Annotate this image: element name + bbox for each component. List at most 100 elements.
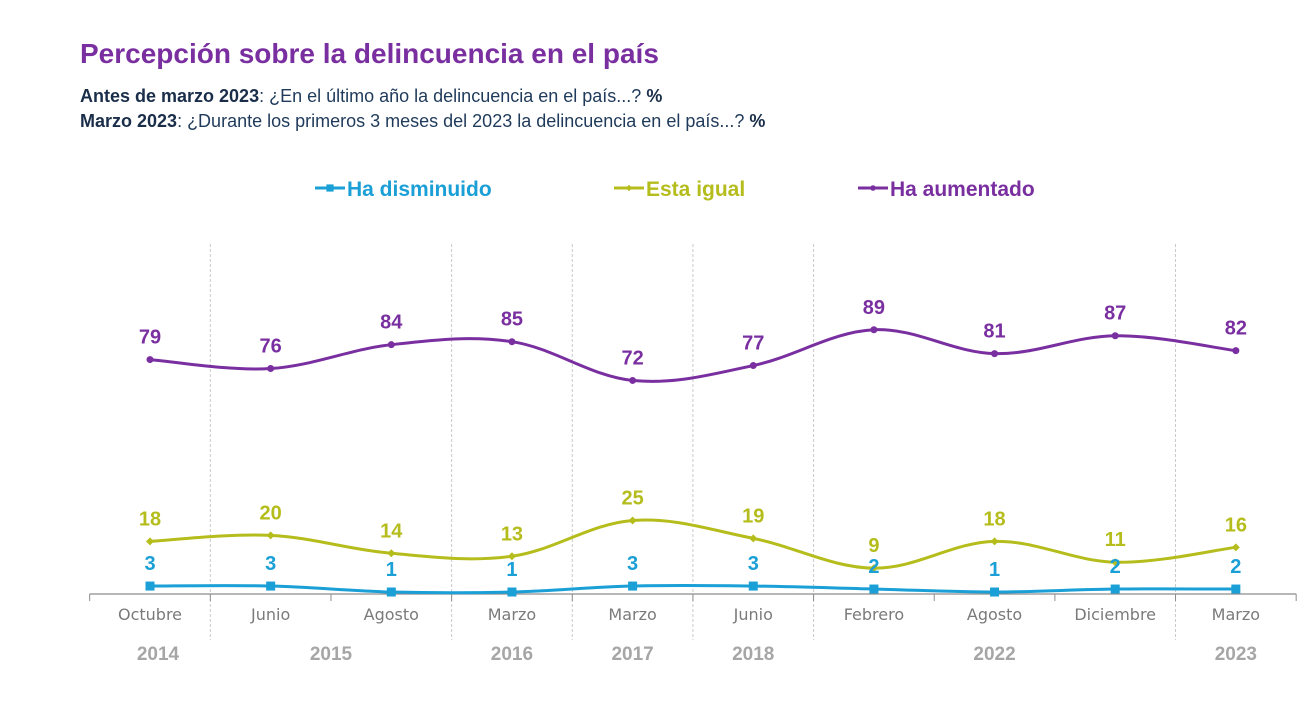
data-label-ha-aumentado: 79 [139, 327, 161, 349]
data-point-ha-disminuido [869, 584, 879, 594]
data-point-ha-disminuido [990, 587, 1000, 597]
data-point-ha-disminuido [1110, 584, 1120, 594]
data-label-ha-aumentado: 87 [1104, 303, 1126, 325]
data-point-esta-igual [387, 549, 396, 558]
data-point-esta-igual [507, 552, 516, 561]
data-label-esta-igual: 11 [1105, 529, 1126, 551]
data-label-ha-disminuido: 2 [1230, 556, 1241, 578]
x-tick-label-junio: Junio [733, 605, 773, 624]
data-label-ha-disminuido: 3 [627, 553, 638, 575]
subtitle-before-march-2023: Antes de marzo 2023: ¿En el último año l… [80, 86, 662, 107]
data-label-esta-igual: 16 [1225, 514, 1247, 536]
data-label-ha-aumentado: 85 [501, 309, 523, 331]
data-point-ha-disminuido [748, 581, 758, 591]
year-label-2016: 2016 [491, 644, 533, 665]
data-point-ha-aumentado [387, 341, 395, 349]
x-tick-label-marzo: Marzo [608, 605, 656, 624]
data-label-ha-aumentado: 89 [863, 297, 885, 319]
data-point-ha-disminuido [266, 581, 276, 591]
data-label-esta-igual: 14 [380, 520, 403, 542]
data-label-ha-aumentado: 72 [621, 347, 643, 369]
data-label-ha-disminuido: 3 [144, 553, 155, 575]
data-point-esta-igual [266, 531, 275, 540]
data-label-esta-igual: 9 [868, 535, 879, 557]
data-point-ha-aumentado [1232, 347, 1240, 355]
data-label-ha-disminuido: 3 [748, 553, 759, 575]
data-label-ha-disminuido: 1 [989, 559, 1000, 581]
legend-label-ha-disminuido: Ha disminuido [347, 178, 492, 201]
x-axis: Octubre Junio Agosto Marzo Marzo Junio Febrero… [89, 593, 1297, 665]
legend-label-ha-aumentado: Ha aumentado [890, 178, 1035, 201]
data-labels: 3 3 1 1 3 3 2 1 2 2 18 20 14 13 25 19 9 1 81 1 16 79 76 84 85 72 7… [139, 297, 1247, 581]
year-label-2015: 2015 [310, 644, 353, 665]
legend-marker-ha-disminuido-icon [326, 184, 334, 192]
subtitle-march-2023: Marzo 2023: ¿Durante los primeros 3 mese… [80, 111, 765, 132]
data-label-esta-igual: 18 [983, 508, 1005, 530]
data-label-ha-aumentado: 82 [1225, 318, 1247, 340]
chart-title: Percepción sobre la delincuencia en el p… [80, 38, 659, 69]
year-label-2023: 2023 [1215, 644, 1257, 665]
data-point-ha-disminuido [386, 587, 396, 597]
legend-label-esta-igual: Esta igual [646, 178, 745, 201]
subtitle-1-pct: % [646, 86, 663, 106]
data-label-ha-disminuido: 2 [1110, 556, 1121, 578]
data-point-ha-disminuido [507, 587, 517, 597]
subtitle-1-bold: Antes de marzo 2023 [80, 86, 260, 106]
x-tick-label-octubre: Octubre [118, 605, 182, 624]
series-line-esta-igual [148, 518, 1238, 570]
legend-marker-ha-aumentado-icon [870, 185, 876, 191]
subtitle-2-bold: Marzo 2023 [80, 111, 178, 131]
data-point-ha-disminuido [1231, 584, 1241, 594]
x-tick-label-marzo: Marzo [1212, 605, 1260, 624]
data-point-ha-aumentado [146, 356, 154, 364]
data-point-ha-aumentado [629, 376, 637, 384]
year-label-2014: 2014 [137, 644, 180, 665]
data-point-esta-igual [749, 534, 758, 543]
data-point-ha-aumentado [870, 326, 878, 334]
year-label-2018: 2018 [732, 644, 774, 665]
series-lines [145, 326, 1241, 597]
data-point-ha-aumentado [991, 350, 999, 358]
data-point-ha-aumentado [1111, 332, 1119, 340]
data-label-ha-disminuido: 3 [265, 553, 276, 575]
x-tick-label-agosto: Agosto [967, 605, 1022, 624]
data-point-esta-igual [1111, 558, 1120, 567]
subtitle-1-text: : ¿En el último año la delincuencia en e… [259, 86, 647, 106]
year-label-2017: 2017 [611, 644, 653, 665]
data-label-ha-aumentado: 77 [742, 333, 764, 355]
series-line-ha-disminuido [148, 583, 1238, 595]
series-line-ha-aumentado [148, 328, 1238, 383]
data-point-esta-igual [146, 537, 154, 546]
data-point-ha-aumentado [267, 365, 275, 373]
data-label-ha-disminuido: 1 [506, 559, 517, 581]
data-label-ha-aumentado: 81 [983, 321, 1005, 343]
data-label-ha-aumentado: 84 [380, 312, 403, 334]
legend: Ha disminuido Esta igual Ha aumentado [315, 178, 1035, 201]
data-point-esta-igual [990, 537, 999, 546]
data-point-ha-aumentado [749, 362, 757, 370]
data-point-esta-igual [628, 516, 637, 525]
data-label-esta-igual: 13 [501, 523, 523, 545]
x-tick-label-junio: Junio [250, 605, 290, 624]
data-label-esta-igual: 19 [742, 505, 764, 527]
data-label-esta-igual: 20 [260, 502, 282, 524]
data-point-esta-igual [869, 564, 878, 573]
data-label-esta-igual: 25 [621, 488, 643, 510]
x-tick-label-febrero: Febrero [844, 605, 904, 624]
subtitle-2-pct: % [749, 111, 766, 131]
x-tick-label-marzo: Marzo [488, 605, 536, 624]
data-label-ha-disminuido: 1 [386, 559, 397, 581]
x-tick-label-diciembre: Diciembre [1074, 605, 1156, 624]
legend-marker-esta-igual-icon [625, 184, 633, 192]
subtitle-2-text: : ¿Durante los primeros 3 meses del 2023… [177, 111, 750, 131]
data-point-esta-igual [1231, 543, 1240, 552]
data-point-ha-disminuido [628, 581, 638, 591]
gridlines [209, 244, 1177, 640]
year-label-2022: 2022 [973, 644, 1015, 665]
data-point-ha-aumentado [508, 338, 516, 346]
data-label-ha-aumentado: 76 [260, 336, 282, 358]
data-label-ha-disminuido: 2 [868, 556, 879, 578]
x-tick-label-agosto: Agosto [364, 605, 419, 624]
data-point-ha-disminuido [145, 581, 155, 591]
